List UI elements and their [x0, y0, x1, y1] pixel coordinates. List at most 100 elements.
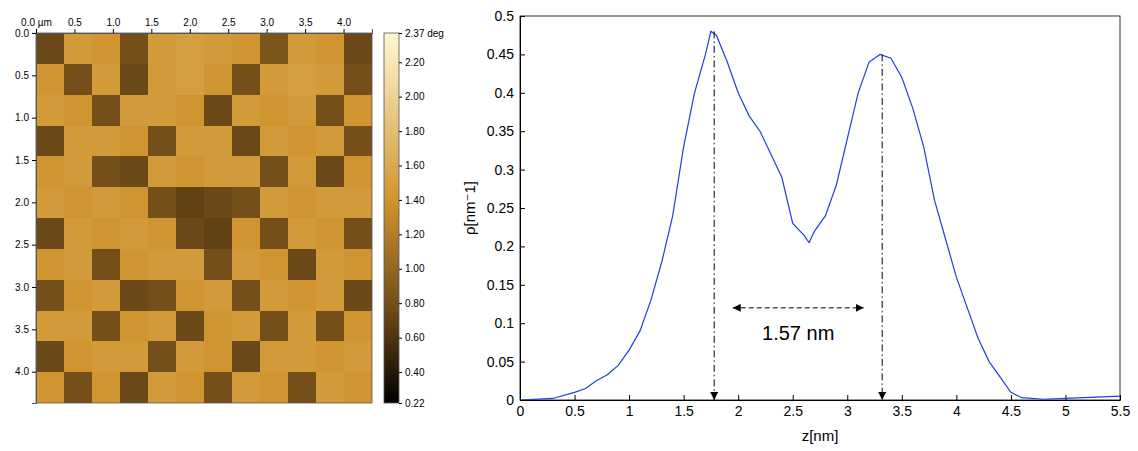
tick-label: 5.5 — [1111, 403, 1131, 419]
tick-label: 4.0 — [337, 17, 351, 28]
tick-mark — [902, 395, 903, 400]
tick-label: 1.00 — [405, 263, 425, 274]
cell — [204, 341, 233, 372]
tick-mark — [399, 97, 402, 98]
tick-label: 0.80 — [405, 298, 425, 309]
cell — [92, 311, 121, 342]
color-bar-axis-line — [400, 34, 403, 404]
cell — [232, 249, 261, 280]
tick: 2.5 — [15, 239, 36, 250]
cell — [176, 372, 205, 403]
cell — [232, 64, 261, 95]
cell — [148, 280, 177, 311]
cell — [120, 311, 149, 342]
cell — [120, 64, 149, 95]
cell — [232, 341, 261, 372]
tick: 3.0 — [15, 282, 36, 293]
tick: 2.00 — [399, 91, 425, 102]
tick-mark — [32, 329, 36, 330]
cell — [260, 341, 289, 372]
cell — [344, 218, 372, 249]
y-axis-title: ρ[nm⁻1] — [461, 181, 478, 235]
cell — [92, 187, 121, 218]
cell — [64, 218, 93, 249]
plot-frame — [520, 16, 1120, 400]
tick-mark — [32, 160, 36, 161]
tick-label: 0.22 — [405, 398, 425, 409]
tick-label: 2.0 — [15, 197, 29, 208]
cell — [36, 372, 65, 403]
tick-mark — [399, 338, 402, 339]
cell — [260, 218, 289, 249]
density-line — [520, 31, 1120, 400]
cell — [36, 249, 65, 280]
cell — [288, 64, 317, 95]
tick: 0.4 — [495, 85, 525, 101]
peak-line — [882, 54, 883, 400]
cell — [176, 126, 205, 157]
tick: 1.20 — [399, 229, 425, 240]
tick: 1.60 — [399, 160, 425, 171]
cell — [316, 126, 345, 157]
tick: 0.22 — [399, 398, 425, 409]
cell — [204, 126, 233, 157]
cell — [64, 249, 93, 280]
tick-label: 4 — [953, 403, 961, 419]
tick: 4.0 — [15, 366, 36, 377]
cell — [288, 95, 317, 126]
cell — [316, 372, 345, 403]
cell — [148, 33, 177, 64]
x-axis-line — [521, 400, 1121, 401]
cell — [344, 372, 372, 403]
phase-image — [36, 33, 372, 403]
cell — [316, 311, 345, 342]
cell — [204, 249, 233, 280]
cell — [232, 95, 261, 126]
image-x-axis: 0.0 µm0.51.01.52.02.53.03.54.0 — [21, 17, 372, 34]
cell — [92, 64, 121, 95]
tick-label: 1.5 — [145, 17, 159, 28]
image-y-axis: 0.00.51.01.52.02.53.03.54.0 — [15, 28, 36, 404]
cell — [36, 187, 65, 218]
image-frame — [36, 33, 372, 403]
tick-mark — [956, 395, 957, 400]
cell — [316, 341, 345, 372]
cell — [344, 33, 372, 64]
tick: 0.25 — [487, 200, 525, 216]
cell — [64, 187, 93, 218]
tick-label: 1.5 — [674, 403, 694, 419]
span-label: 1.57 nm — [762, 322, 834, 344]
cell — [64, 64, 93, 95]
tick-mark — [305, 29, 306, 33]
cell — [288, 372, 317, 403]
tick-label: 0 — [517, 403, 525, 419]
tick: 2 — [735, 395, 743, 419]
tick: 0.45 — [487, 46, 525, 62]
tick-label: 2.20 — [405, 57, 425, 68]
cell — [204, 64, 233, 95]
tick-mark — [1065, 395, 1066, 400]
tick-label: 0.45 — [487, 46, 514, 62]
tick-mark — [32, 75, 36, 76]
tick-mark — [520, 54, 525, 55]
cell — [148, 218, 177, 249]
tick-mark — [399, 403, 402, 404]
tick-label: 4.5 — [1002, 403, 1022, 419]
cell — [64, 156, 93, 187]
tick-label: 0.5 — [495, 8, 515, 24]
tick-label: 3.5 — [15, 324, 29, 335]
tick: 1.0 — [15, 112, 36, 123]
cell — [344, 126, 372, 157]
cell — [260, 95, 289, 126]
cell — [204, 33, 233, 64]
color-bar — [384, 33, 399, 403]
cell — [92, 156, 121, 187]
cell — [204, 311, 233, 342]
tick-mark — [228, 29, 229, 33]
tick-mark — [520, 246, 525, 247]
tick: 3 — [844, 395, 852, 419]
tick-label: 2 — [735, 403, 743, 419]
tick-mark — [520, 16, 525, 17]
cell — [36, 218, 65, 249]
cell — [120, 95, 149, 126]
